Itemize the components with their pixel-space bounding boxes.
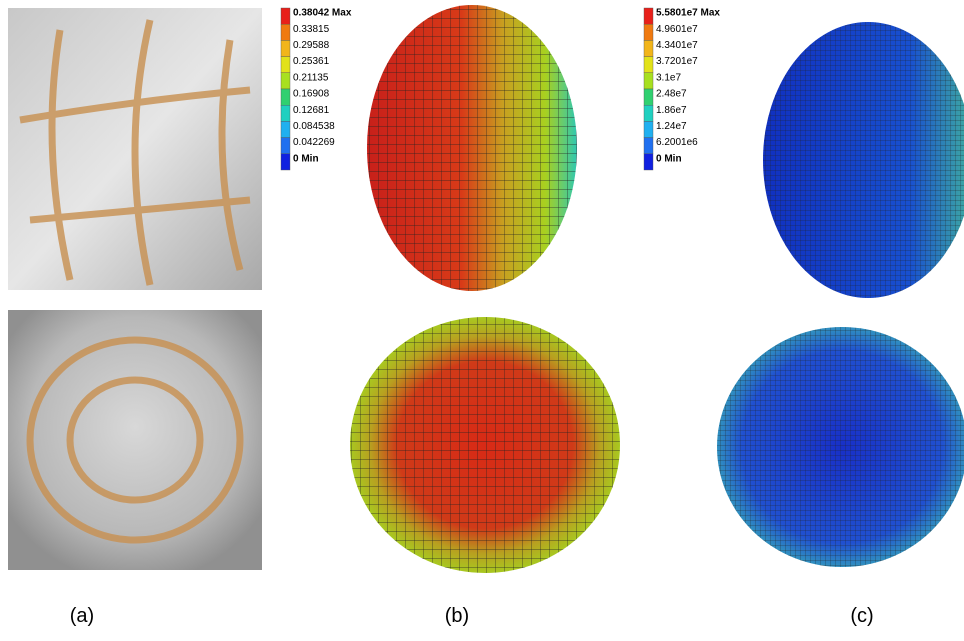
legend-swatch (281, 121, 290, 137)
panel-label: (c) (850, 605, 873, 627)
legend-swatch (281, 57, 290, 73)
legend-label: 2.48e7 (656, 89, 687, 100)
legend-swatch (644, 40, 653, 56)
legend-label: 0.25361 (293, 56, 330, 67)
legend-label: 0.042269 (293, 137, 335, 148)
legend-label: 0 Min (293, 153, 319, 164)
legend-label: 0.21135 (293, 72, 329, 83)
legend-swatch (281, 138, 290, 154)
legend-swatch (644, 57, 653, 73)
legend-swatch (281, 24, 290, 40)
legend-swatch (644, 121, 653, 137)
legend-swatch (281, 154, 290, 170)
legend-label: 5.5801e7 Max (656, 8, 720, 19)
legend-swatch (644, 8, 653, 24)
legend-swatch (281, 89, 290, 105)
legend-swatch (644, 105, 653, 121)
legend-swatch (644, 24, 653, 40)
panel-label: (a) (70, 605, 94, 627)
legend-swatch (281, 8, 290, 24)
legend-label: 0.29588 (293, 40, 330, 51)
legend-label: 6.2001e6 (656, 137, 698, 148)
legend-swatch (281, 40, 290, 56)
legend-label: 4.9601e7 (656, 24, 698, 35)
panel-label: (b) (445, 605, 469, 627)
mesh-grid (763, 22, 964, 298)
mesh-grid (717, 327, 964, 567)
legend-label: 4.3401e7 (656, 40, 698, 51)
legend-swatch (644, 73, 653, 89)
legend-label: 3.7201e7 (656, 56, 698, 67)
legend-swatch (644, 138, 653, 154)
legend-label: 1.86e7 (656, 105, 687, 116)
legend-label: 0.16908 (293, 89, 330, 100)
legend-swatch (644, 89, 653, 105)
photo-bottom (8, 310, 262, 570)
legend-label: 0 Min (656, 153, 682, 164)
legend-label: 3.1e7 (656, 72, 681, 83)
legend-label: 0.12681 (293, 105, 330, 116)
figure: 0.38042 Max 0.33815 0.29588 0.25361 0.21135 0… (0, 0, 964, 641)
mesh-grid (367, 5, 577, 291)
legend-swatch (644, 154, 653, 170)
mesh-grid (350, 317, 620, 573)
legend-swatch (281, 73, 290, 89)
legend-label: 0.084538 (293, 121, 335, 132)
legend-label: 1.24e7 (656, 121, 687, 132)
legend-label: 0.38042 Max (293, 8, 352, 19)
legend-label: 0.33815 (293, 24, 330, 35)
legend-swatch (281, 105, 290, 121)
